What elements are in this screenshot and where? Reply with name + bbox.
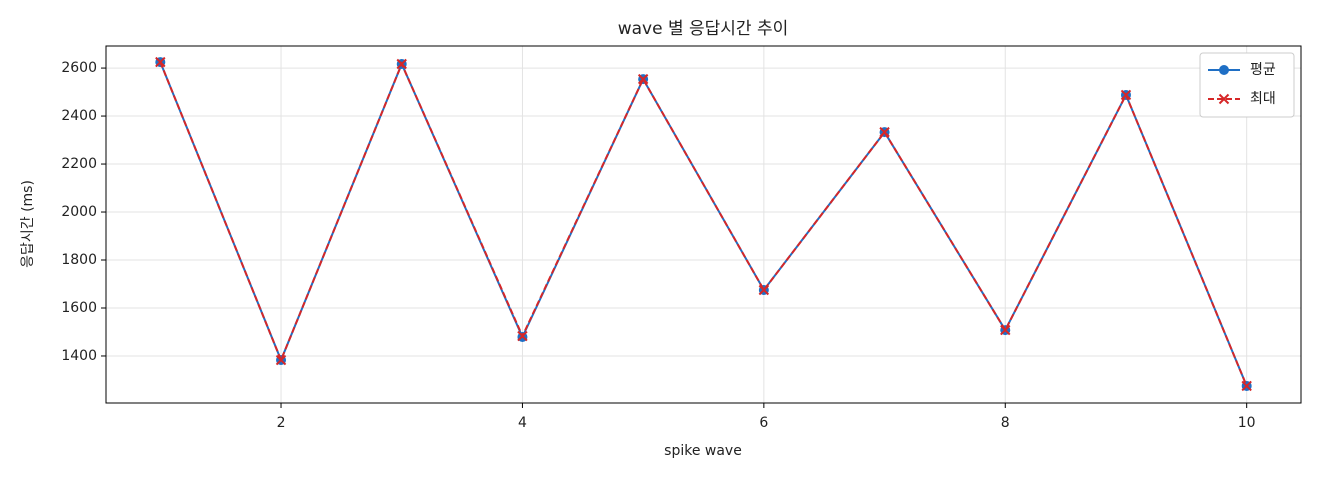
y-tick-label: 2400 [61,108,97,124]
legend-marker [1218,93,1230,105]
legend-marker [1219,65,1229,75]
x-tick-label: 4 [518,415,527,431]
point [1120,89,1132,101]
point [1000,324,1011,336]
x-tick-label: 10 [1238,415,1256,431]
series-line [159,61,1248,387]
y-tick-label: 2600 [61,60,97,76]
legend-label: 평균 [1250,62,1276,78]
point [396,58,407,70]
point [517,330,528,342]
point [637,73,649,85]
x-tick-label: 8 [1001,415,1010,431]
point [155,56,166,68]
point [1241,380,1252,392]
x-tick-label: 6 [759,415,768,431]
y-tick-label: 1600 [61,300,97,316]
x-axis-label: spike wave [664,443,742,459]
point [758,284,770,296]
y-tick-label: 1800 [61,252,97,268]
y-axis-label: 응답시간 (ms) [20,180,36,268]
plot-frame [105,45,1302,404]
point [275,354,287,366]
y-tick-label: 2200 [61,156,97,172]
point [879,126,890,138]
y-tick-label: 2000 [61,204,97,220]
y-tick-label: 1400 [61,348,97,364]
chart-title: wave 별 응답시간 추이 [618,19,789,39]
x-tick-label: 2 [277,415,286,431]
legend-box [1199,52,1295,118]
legend-label: 최대 [1250,91,1276,107]
series-line [159,61,1248,387]
